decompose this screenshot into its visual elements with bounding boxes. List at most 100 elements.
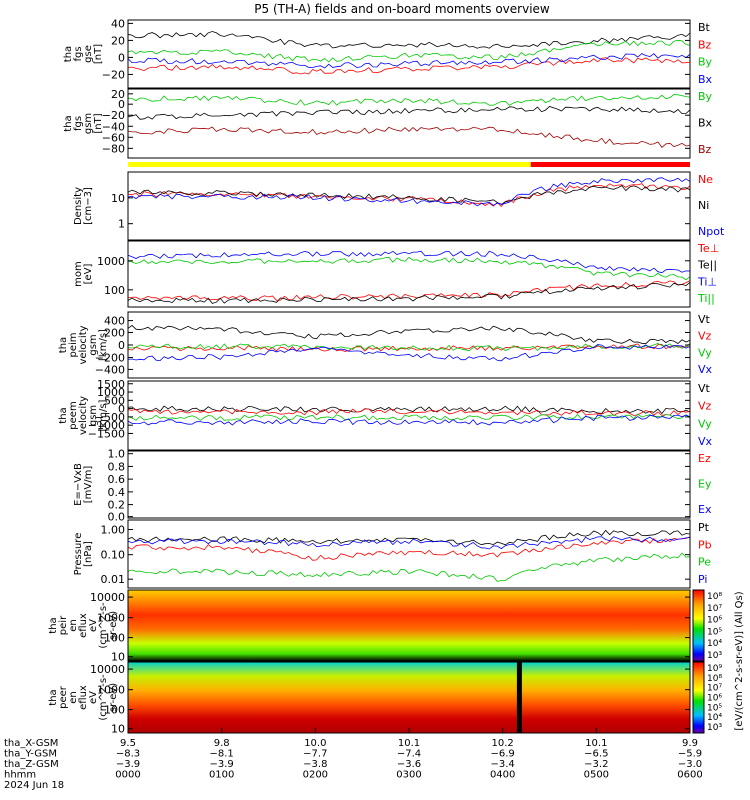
x-tick-label: 0200 [303,770,328,781]
series-line-bx [127,53,691,69]
colorbar-tick-label: 10⁷ [707,604,722,614]
series-line-vt [127,405,691,415]
panel-density: 10 1 Density [cm−3] Ne Ni Npot [73,171,725,241]
x-tick-label: 0000 [115,770,140,781]
legend-item-npot: Npot [698,225,725,238]
series-line-te [127,281,691,304]
legend-item-pt: Pt [698,521,710,534]
series-line-npot [127,177,691,207]
y-axis-label: gsm [83,113,94,134]
y-tick-label: 20 [111,34,125,47]
y-axis-label: gsm [88,334,99,355]
y-axis-label: peer [58,685,69,709]
series-line-vy [127,413,691,421]
x-tick-label: −7.4 [397,749,421,760]
series-line-ne [127,183,691,207]
x-row-label: tha_Z-GSM [4,759,59,770]
y-axis-label: fgs [73,116,84,131]
colorbar-tick-label: 10⁹ [707,664,722,674]
y-tick-label: 0 [118,98,125,111]
y-axis-label: tha [58,337,69,353]
legend-item-vy: Vy [698,346,712,359]
series-line-vt [127,324,691,345]
y-tick-label: −1500 [88,427,125,440]
y-axis-label: eflux [78,685,89,710]
y-axis-label: [cm−3] [83,187,94,225]
colorbar-tick-label: 10⁶ [707,694,722,704]
y-tick-label: 10 [111,723,125,736]
y-tick-label: 100 [104,704,125,717]
series-line-vz [127,408,691,417]
y-tick-label: 1000 [97,612,125,625]
y-tick-label: 0.6 [108,473,126,486]
legend-item-te: Te|| [697,259,717,272]
colorbar [692,661,705,734]
legend-item-vy: Vy [698,417,712,430]
legend-item-vz: Vz [698,330,712,343]
legend-item-ez: Ez [698,452,711,465]
x-tick-label: −5.9 [678,749,702,760]
colorbar-tick-label: 10⁵ [707,703,722,713]
x-row-label: tha_X-GSM [4,738,58,749]
series-line-bz [127,126,691,148]
y-tick-label: −20 [102,68,125,81]
x-tick-label: 9.9 [682,738,698,749]
y-tick-label: 0.8 [108,460,126,473]
y-tick-label: 1500 [97,378,125,391]
x-tick-label: −3.2 [584,759,608,770]
y-axis-label: en [68,619,79,632]
legend-item-ti: Ti|| [697,292,715,305]
legend-item-ni: Ni [698,199,709,212]
series-line-pt [127,529,691,546]
series-line-pb [127,536,691,561]
y-tick-label: 0.0 [108,511,126,524]
y-tick-label: 1000 [97,255,125,268]
legend-item-vt: Vt [698,382,711,395]
y-axis-label: [mV/m] [83,466,94,504]
spectrogram-image [128,662,690,733]
colorbar-tick-label: 10⁸ [707,674,722,684]
x-tick-label: −8.1 [210,749,234,760]
legend-item-bx: Bx [698,73,713,86]
panel-temperature: 1000 100 mom [eV] Te⊥ Te|| Ti⊥ Ti|| [73,240,719,308]
y-tick-label: 40 [111,17,125,30]
x-tick-label: 9.8 [214,738,230,749]
y-tick-label: 100 [104,632,125,645]
x-tick-label: 0100 [209,770,234,781]
y-axis-label: eV [88,619,99,632]
series-line-by [127,93,691,106]
x-tick-label: −3.9 [116,759,140,770]
x-row-label: hhmm [4,770,36,781]
y-axis-label: peir [58,615,69,635]
y-tick-label: −60 [102,131,125,144]
legend-item-vx: Vx [698,363,713,376]
y-tick-label: 10000 [90,591,125,604]
legend-item-ey: Ey [698,478,712,491]
legend-item-bx: Bx [698,117,713,130]
date-label: 2024 Jun 18 [4,780,64,791]
series-line-vx [127,344,691,362]
y-axis-label: tha [63,46,74,62]
legend-item-bz: Bz [698,143,712,156]
panel-frame [127,519,691,589]
panel-pressure: 1.00 0.10 0.01 Pressure [nPa] Pt Pb Pe Pi [73,519,712,589]
y-tick-label: 0.01 [101,573,126,586]
x-tick-label: 10.2 [492,738,514,749]
y-axis-label: peem [68,401,79,429]
colorbar-label: [eV/(cm^2-s-sr-eV)] (All Qs) [734,591,745,730]
colorbar-tick-label: 10³ [707,651,722,661]
legend-item-vx: Vx [698,435,713,448]
y-axis-label: eV [88,691,99,704]
series-line-te [127,280,691,302]
y-tick-label: 10 [111,192,125,205]
legend-item-pi: Pi [698,573,707,586]
legend-item-by: By [698,90,713,103]
y-tick-label: 1 [118,218,125,231]
panel-efield: 1.00.80.60.40.20.0 E=−VxB [mV/m] Ez Ey Ex [73,448,712,524]
legend-item-bt: Bt [698,21,711,34]
y-axis-label: sr-eV) [108,611,119,640]
legend-item-ex: Ex [698,503,712,516]
x-tick-label: 10.0 [304,738,326,749]
